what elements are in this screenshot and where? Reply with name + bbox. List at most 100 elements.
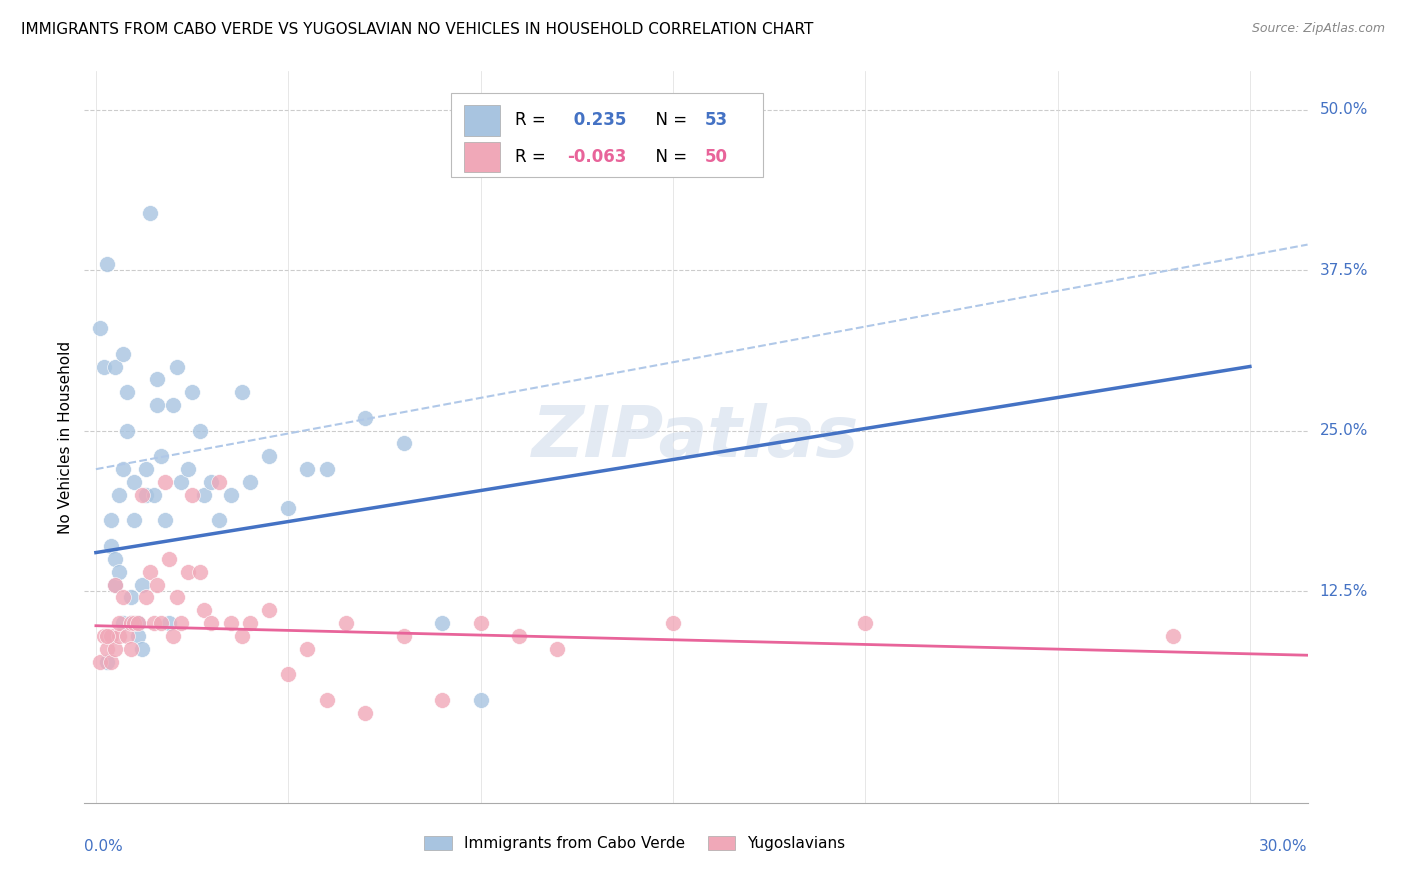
Point: [169, 475, 191, 489]
Point: [139, 565, 162, 579]
Point: [124, 475, 146, 489]
Point: [131, 488, 153, 502]
Point: [146, 372, 169, 386]
Point: [115, 629, 138, 643]
Point: [146, 577, 169, 591]
Point: [153, 514, 176, 528]
Point: [200, 616, 222, 631]
Point: [120, 616, 142, 631]
Point: [111, 616, 134, 631]
Text: R =: R =: [515, 112, 551, 129]
Point: [315, 693, 337, 707]
Point: [1161, 629, 1184, 643]
Point: [89, 321, 111, 335]
Point: [104, 641, 127, 656]
Point: [470, 693, 492, 707]
FancyBboxPatch shape: [451, 94, 763, 178]
Point: [104, 552, 127, 566]
Text: 53: 53: [704, 112, 728, 129]
Text: Source: ZipAtlas.com: Source: ZipAtlas.com: [1251, 22, 1385, 36]
Point: [153, 475, 176, 489]
FancyBboxPatch shape: [464, 105, 501, 136]
Point: [430, 693, 453, 707]
Point: [108, 629, 131, 643]
Point: [104, 577, 127, 591]
Point: [108, 616, 131, 631]
Text: 25.0%: 25.0%: [1320, 423, 1368, 438]
Point: [127, 629, 149, 643]
Text: 50: 50: [704, 148, 727, 166]
Point: [96, 257, 118, 271]
Point: [96, 629, 118, 643]
Point: [131, 577, 153, 591]
Point: [135, 462, 157, 476]
Point: [93, 629, 115, 643]
Text: 30.0%: 30.0%: [1260, 839, 1308, 855]
Point: [277, 667, 299, 681]
Text: N =: N =: [644, 112, 692, 129]
Point: [166, 591, 188, 605]
Point: [193, 603, 215, 617]
Legend: Immigrants from Cabo Verde, Yugoslavians: Immigrants from Cabo Verde, Yugoslavians: [418, 830, 852, 857]
Point: [335, 616, 357, 631]
Point: [231, 629, 253, 643]
Point: [108, 488, 131, 502]
Point: [208, 514, 231, 528]
Point: [200, 475, 222, 489]
Point: [89, 655, 111, 669]
Point: [104, 359, 127, 374]
Text: 12.5%: 12.5%: [1320, 583, 1368, 599]
Text: N =: N =: [644, 148, 692, 166]
Y-axis label: No Vehicles in Household: No Vehicles in Household: [58, 341, 73, 533]
Point: [120, 641, 142, 656]
FancyBboxPatch shape: [464, 142, 501, 172]
Point: [219, 616, 242, 631]
Point: [662, 616, 685, 631]
Point: [169, 616, 191, 631]
Point: [150, 616, 173, 631]
Point: [470, 616, 492, 631]
Point: [257, 603, 280, 617]
Point: [127, 616, 149, 631]
Point: [547, 641, 569, 656]
Text: 37.5%: 37.5%: [1320, 263, 1368, 277]
Point: [93, 359, 115, 374]
Point: [354, 410, 377, 425]
Point: [853, 616, 876, 631]
Point: [100, 539, 122, 553]
Point: [430, 616, 453, 631]
Point: [139, 205, 162, 219]
Point: [239, 616, 262, 631]
Point: [135, 488, 157, 502]
Text: IMMIGRANTS FROM CABO VERDE VS YUGOSLAVIAN NO VEHICLES IN HOUSEHOLD CORRELATION C: IMMIGRANTS FROM CABO VERDE VS YUGOSLAVIA…: [21, 22, 814, 37]
Point: [257, 450, 280, 464]
Point: [100, 655, 122, 669]
Point: [157, 616, 180, 631]
Point: [142, 488, 165, 502]
Point: [142, 616, 165, 631]
Point: [219, 488, 242, 502]
Text: 0.0%: 0.0%: [84, 839, 124, 855]
Point: [315, 462, 337, 476]
Point: [181, 488, 204, 502]
Text: 50.0%: 50.0%: [1320, 103, 1368, 118]
Point: [120, 616, 142, 631]
Point: [135, 591, 157, 605]
Text: -0.063: -0.063: [568, 148, 627, 166]
Point: [96, 641, 118, 656]
Point: [115, 385, 138, 400]
Point: [131, 641, 153, 656]
Point: [111, 346, 134, 360]
Point: [231, 385, 253, 400]
Point: [150, 450, 173, 464]
Point: [124, 514, 146, 528]
Point: [392, 436, 415, 450]
Point: [277, 500, 299, 515]
Point: [354, 706, 377, 720]
Point: [177, 565, 200, 579]
Point: [188, 424, 211, 438]
Point: [162, 629, 184, 643]
Point: [188, 565, 211, 579]
Point: [177, 462, 200, 476]
Point: [157, 552, 180, 566]
